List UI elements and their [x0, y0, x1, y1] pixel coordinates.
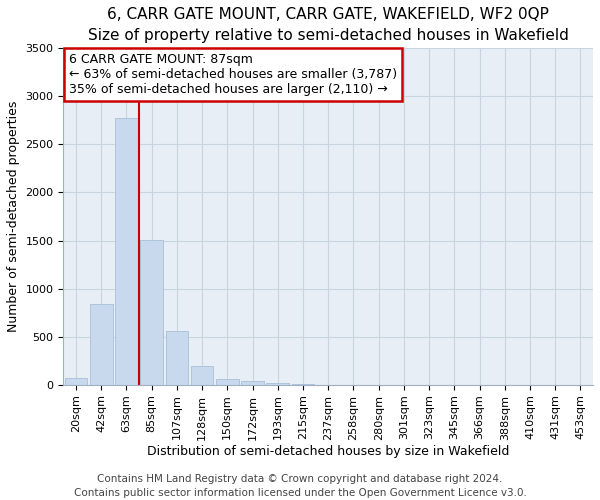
Bar: [140, 240, 163, 385]
Bar: [241, 382, 264, 385]
Bar: [266, 384, 289, 385]
Bar: [115, 118, 138, 385]
Text: 6 CARR GATE MOUNT: 87sqm
← 63% of semi-detached houses are smaller (3,787)
35% o: 6 CARR GATE MOUNT: 87sqm ← 63% of semi-d…: [68, 54, 397, 96]
Bar: [216, 378, 239, 385]
Text: Contains HM Land Registry data © Crown copyright and database right 2024.
Contai: Contains HM Land Registry data © Crown c…: [74, 474, 526, 498]
Bar: [191, 366, 214, 385]
X-axis label: Distribution of semi-detached houses by size in Wakefield: Distribution of semi-detached houses by …: [147, 445, 509, 458]
Bar: [166, 331, 188, 385]
Bar: [65, 378, 88, 385]
Y-axis label: Number of semi-detached properties: Number of semi-detached properties: [7, 101, 20, 332]
Bar: [90, 304, 113, 385]
Title: 6, CARR GATE MOUNT, CARR GATE, WAKEFIELD, WF2 0QP
Size of property relative to s: 6, CARR GATE MOUNT, CARR GATE, WAKEFIELD…: [88, 7, 569, 43]
